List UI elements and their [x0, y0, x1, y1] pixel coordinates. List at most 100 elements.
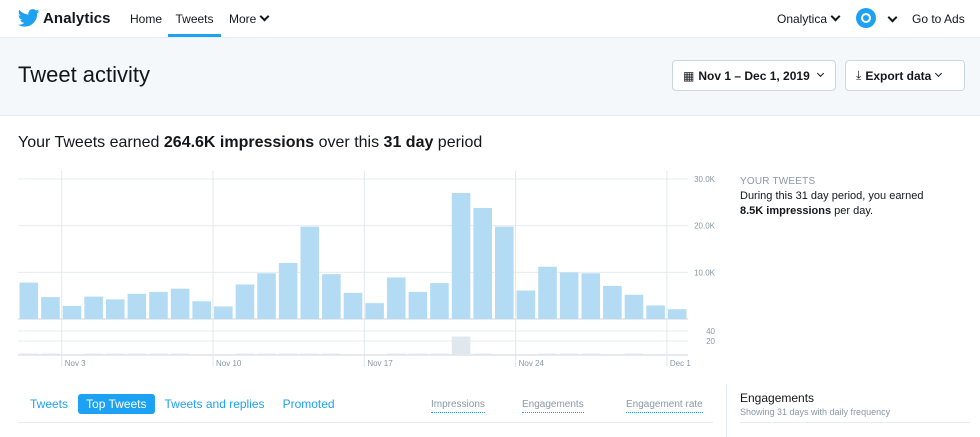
impressions-bar	[170, 288, 190, 319]
engagement-bar	[451, 336, 471, 355]
engagement-bar	[559, 353, 579, 355]
per-day-impressions: 8.5K impressions	[740, 205, 832, 217]
engagement-bar	[322, 353, 341, 355]
nav-more[interactable]: More	[229, 11, 270, 26]
tab-promoted[interactable]: Promoted	[282, 397, 335, 411]
lower-tick-label: 20	[706, 337, 715, 346]
page-title: Tweet activity	[18, 62, 151, 87]
brand-label: Analytics	[43, 9, 111, 27]
nav-home[interactable]: Home	[130, 12, 163, 26]
nav-more-label: More	[229, 12, 257, 26]
impressions-bar	[257, 273, 276, 319]
impressions-bar	[538, 266, 557, 319]
impressions-bar	[127, 293, 147, 319]
engagements-subtitle: Showing 31 days with daily frequency	[740, 407, 891, 417]
x-tick-label: Nov 24	[519, 359, 545, 368]
impressions-bar	[473, 207, 492, 319]
divider	[740, 422, 970, 423]
tab-top-tweets[interactable]: Top Tweets	[78, 394, 155, 414]
impressions-bar	[603, 285, 622, 319]
impressions-bar	[235, 284, 255, 319]
impressions-bar	[516, 290, 536, 319]
engagement-bar	[538, 353, 557, 355]
impressions-bar	[343, 292, 363, 319]
engagement-bar	[257, 353, 276, 355]
impressions-bar	[646, 305, 665, 319]
impressions-bar	[322, 274, 341, 319]
your-tweets-line: During this 31 day period, you earned	[740, 190, 924, 202]
chevron-down-icon	[816, 69, 824, 78]
column-engagements[interactable]: Engagements	[522, 399, 584, 413]
impressions-bar	[149, 291, 168, 319]
engagement-bar	[386, 353, 406, 355]
export-data-button[interactable]: ⤓ Export data	[845, 60, 965, 91]
y-tick-label: 20.0K	[694, 222, 716, 231]
lower-tick-label: 40	[706, 327, 715, 336]
avatar[interactable]	[856, 8, 876, 28]
summary-impressions: 264.6K impressions	[163, 134, 315, 151]
tab-tweets-and-replies[interactable]: Tweets and replies	[164, 397, 265, 411]
engagement-bar	[84, 353, 103, 355]
brand[interactable]: Analytics	[18, 9, 111, 27]
impressions-bar	[386, 277, 406, 319]
divider	[726, 385, 727, 437]
impressions-bar	[581, 273, 601, 319]
per-day-suffix: per day.	[831, 205, 874, 217]
account-menu[interactable]: Onalytica	[777, 11, 841, 26]
y-tick-label: 10.0K	[694, 268, 716, 277]
impressions-bar	[214, 306, 233, 319]
engagement-bar	[235, 353, 255, 355]
chevron-down-icon[interactable]	[887, 12, 898, 23]
x-tick-label: Dec 1	[670, 359, 691, 368]
x-tick-label: Nov 3	[65, 359, 86, 368]
impressions-bar	[408, 291, 428, 319]
engagement-bar	[408, 353, 428, 355]
top-nav: Analytics Home Tweets More Onalytica Go …	[0, 0, 980, 38]
divider	[18, 422, 713, 423]
summary-suffix: period	[433, 134, 483, 151]
column-engagement-rate[interactable]: Engagement rate	[626, 399, 703, 413]
go-to-ads-link[interactable]: Go to Ads	[912, 12, 965, 26]
impressions-bar	[84, 296, 103, 319]
date-range-button[interactable]: ▦ Nov 1 – Dec 1, 2019	[672, 60, 836, 91]
your-tweets-panel: YOUR TWEETS During this 31 day period, y…	[740, 174, 970, 219]
your-tweets-label: YOUR TWEETS	[740, 176, 816, 187]
engagement-bar	[430, 353, 449, 355]
date-range-label: Nov 1 – Dec 1, 2019	[698, 68, 810, 83]
chevron-down-icon	[935, 69, 943, 78]
engagement-bar	[624, 353, 644, 355]
column-impressions[interactable]: Impressions	[431, 399, 485, 413]
summary-period: 31 day	[383, 134, 434, 151]
engagement-bar	[41, 353, 60, 355]
export-data-label: Export data	[865, 68, 932, 83]
account-name: Onalytica	[777, 12, 828, 26]
engagement-bar	[581, 353, 601, 355]
summary-middle: over this	[314, 134, 384, 151]
engagement-bar	[127, 353, 147, 355]
summary-prefix: Your Tweets earned	[18, 134, 164, 151]
impressions-bar	[430, 283, 449, 319]
engagement-bar	[170, 353, 190, 355]
calendar-icon: ▦	[683, 68, 695, 83]
engagements-title: Engagements	[740, 391, 815, 405]
impressions-bar	[62, 305, 82, 319]
impressions-bar	[624, 294, 644, 319]
impressions-bar	[41, 297, 60, 319]
impressions-bar	[451, 193, 471, 319]
nav-tweets[interactable]: Tweets	[168, 12, 221, 37]
tab-tweets[interactable]: Tweets	[30, 397, 69, 411]
x-tick-label: Nov 17	[367, 359, 393, 368]
impressions-bar	[300, 226, 320, 319]
impressions-bar	[365, 303, 384, 319]
engagement-bar	[19, 353, 39, 355]
engagement-bar	[105, 353, 125, 355]
engagement-bar	[300, 353, 320, 355]
impressions-bar	[559, 272, 579, 319]
page-header: Tweet activity ▦ Nov 1 – Dec 1, 2019 ⤓ E…	[0, 38, 980, 116]
impressions-summary: Your Tweets earned 264.6K impressions ov…	[18, 134, 482, 152]
tweet-tabs: Tweets Top Tweets Tweets and replies Pro…	[18, 393, 345, 415]
impressions-bar	[667, 309, 687, 319]
impressions-bar	[494, 226, 514, 319]
twitter-bird-icon	[18, 9, 40, 27]
